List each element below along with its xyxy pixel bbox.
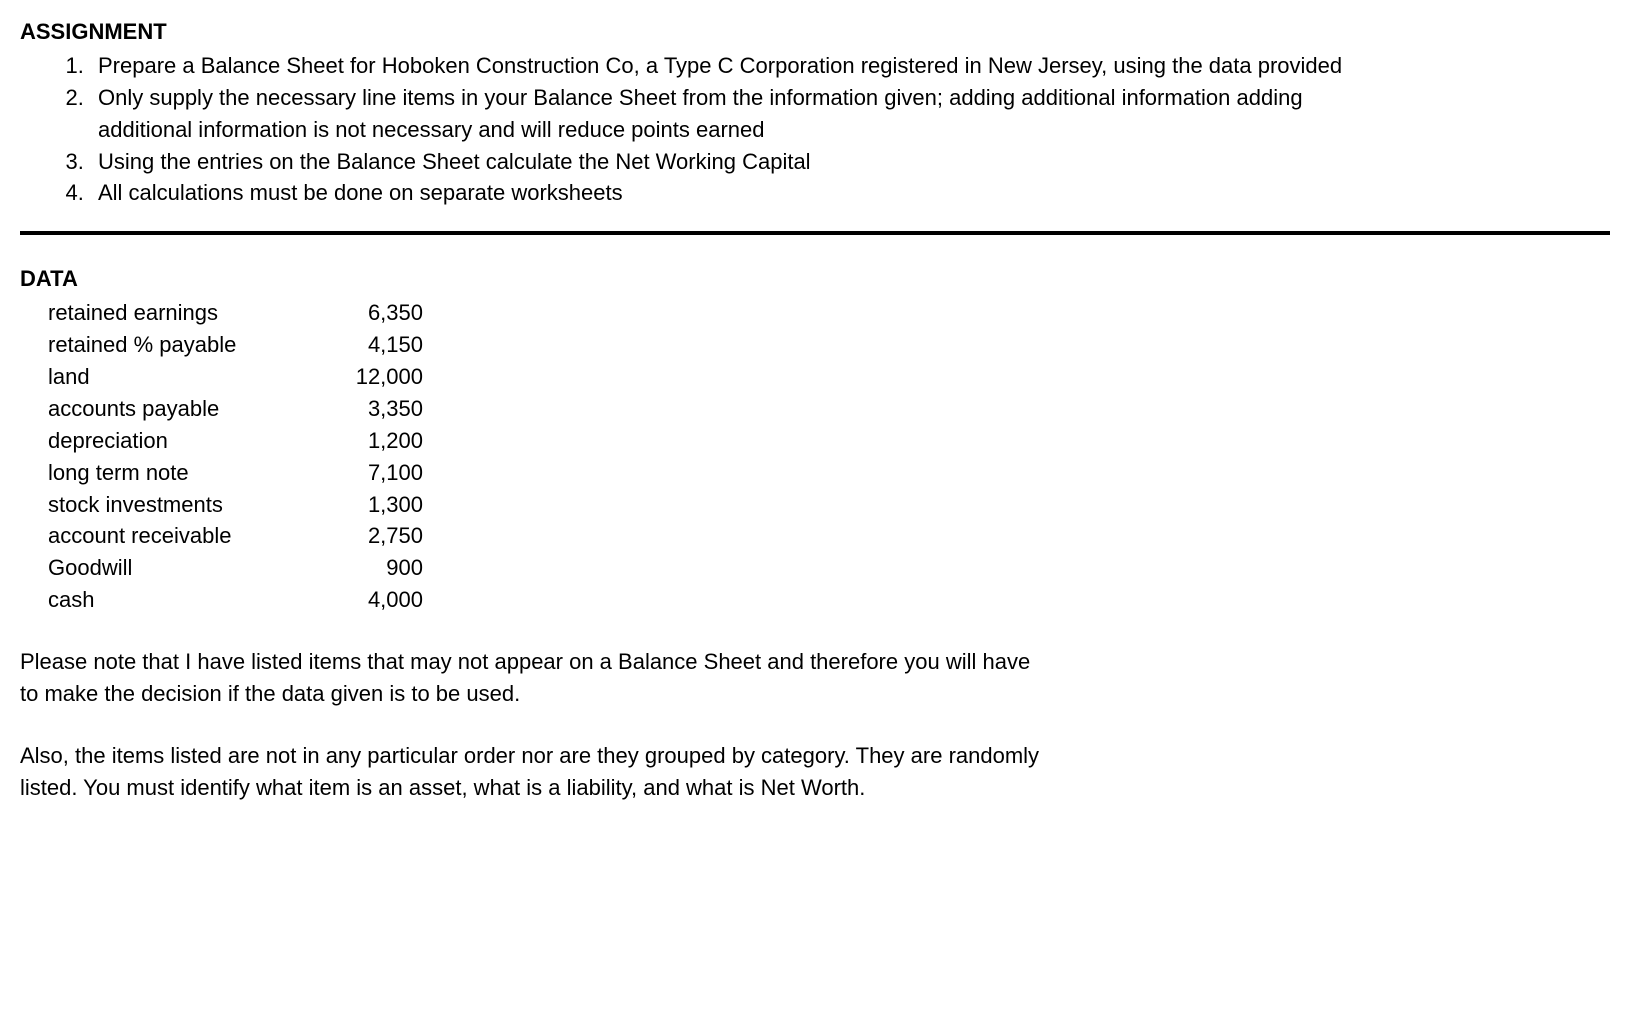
notes-section: Please note that I have listed items tha… (20, 646, 1610, 804)
data-label: long term note (48, 457, 323, 489)
data-label: Goodwill (48, 552, 323, 584)
assignment-heading: ASSIGNMENT (20, 16, 1610, 48)
data-heading: DATA (20, 263, 1610, 295)
table-row: retained earnings 6,350 (48, 297, 423, 329)
data-value: 4,000 (323, 584, 423, 616)
data-value: 7,100 (323, 457, 423, 489)
data-label: depreciation (48, 425, 323, 457)
data-value: 6,350 (323, 297, 423, 329)
data-label: retained earnings (48, 297, 323, 329)
assignment-list: Prepare a Balance Sheet for Hoboken Cons… (90, 50, 1610, 209)
assignment-item: All calculations must be done on separat… (90, 177, 1610, 209)
data-value: 1,200 (323, 425, 423, 457)
data-table: retained earnings 6,350 retained % payab… (48, 297, 423, 616)
data-value: 3,350 (323, 393, 423, 425)
data-label: accounts payable (48, 393, 323, 425)
data-label: stock investments (48, 489, 323, 521)
table-row: cash 4,000 (48, 584, 423, 616)
data-value: 4,150 (323, 329, 423, 361)
table-row: land 12,000 (48, 361, 423, 393)
note-paragraph: Also, the items listed are not in any pa… (20, 740, 1070, 804)
table-row: accounts payable 3,350 (48, 393, 423, 425)
table-row: long term note 7,100 (48, 457, 423, 489)
assignment-section: ASSIGNMENT Prepare a Balance Sheet for H… (20, 16, 1610, 209)
data-value: 12,000 (323, 361, 423, 393)
note-paragraph: Please note that I have listed items tha… (20, 646, 1050, 710)
table-row: retained % payable 4,150 (48, 329, 423, 361)
assignment-item: Prepare a Balance Sheet for Hoboken Cons… (90, 50, 1610, 82)
data-value: 2,750 (323, 520, 423, 552)
data-label: land (48, 361, 323, 393)
table-row: Goodwill 900 (48, 552, 423, 584)
assignment-item: Using the entries on the Balance Sheet c… (90, 146, 1610, 178)
data-value: 900 (323, 552, 423, 584)
data-value: 1,300 (323, 489, 423, 521)
data-section: DATA retained earnings 6,350 retained % … (20, 263, 1610, 616)
data-label: account receivable (48, 520, 323, 552)
assignment-item: Only supply the necessary line items in … (90, 82, 1610, 146)
data-label: cash (48, 584, 323, 616)
data-label: retained % payable (48, 329, 323, 361)
table-row: account receivable 2,750 (48, 520, 423, 552)
section-divider (20, 231, 1610, 235)
table-row: depreciation 1,200 (48, 425, 423, 457)
table-row: stock investments 1,300 (48, 489, 423, 521)
